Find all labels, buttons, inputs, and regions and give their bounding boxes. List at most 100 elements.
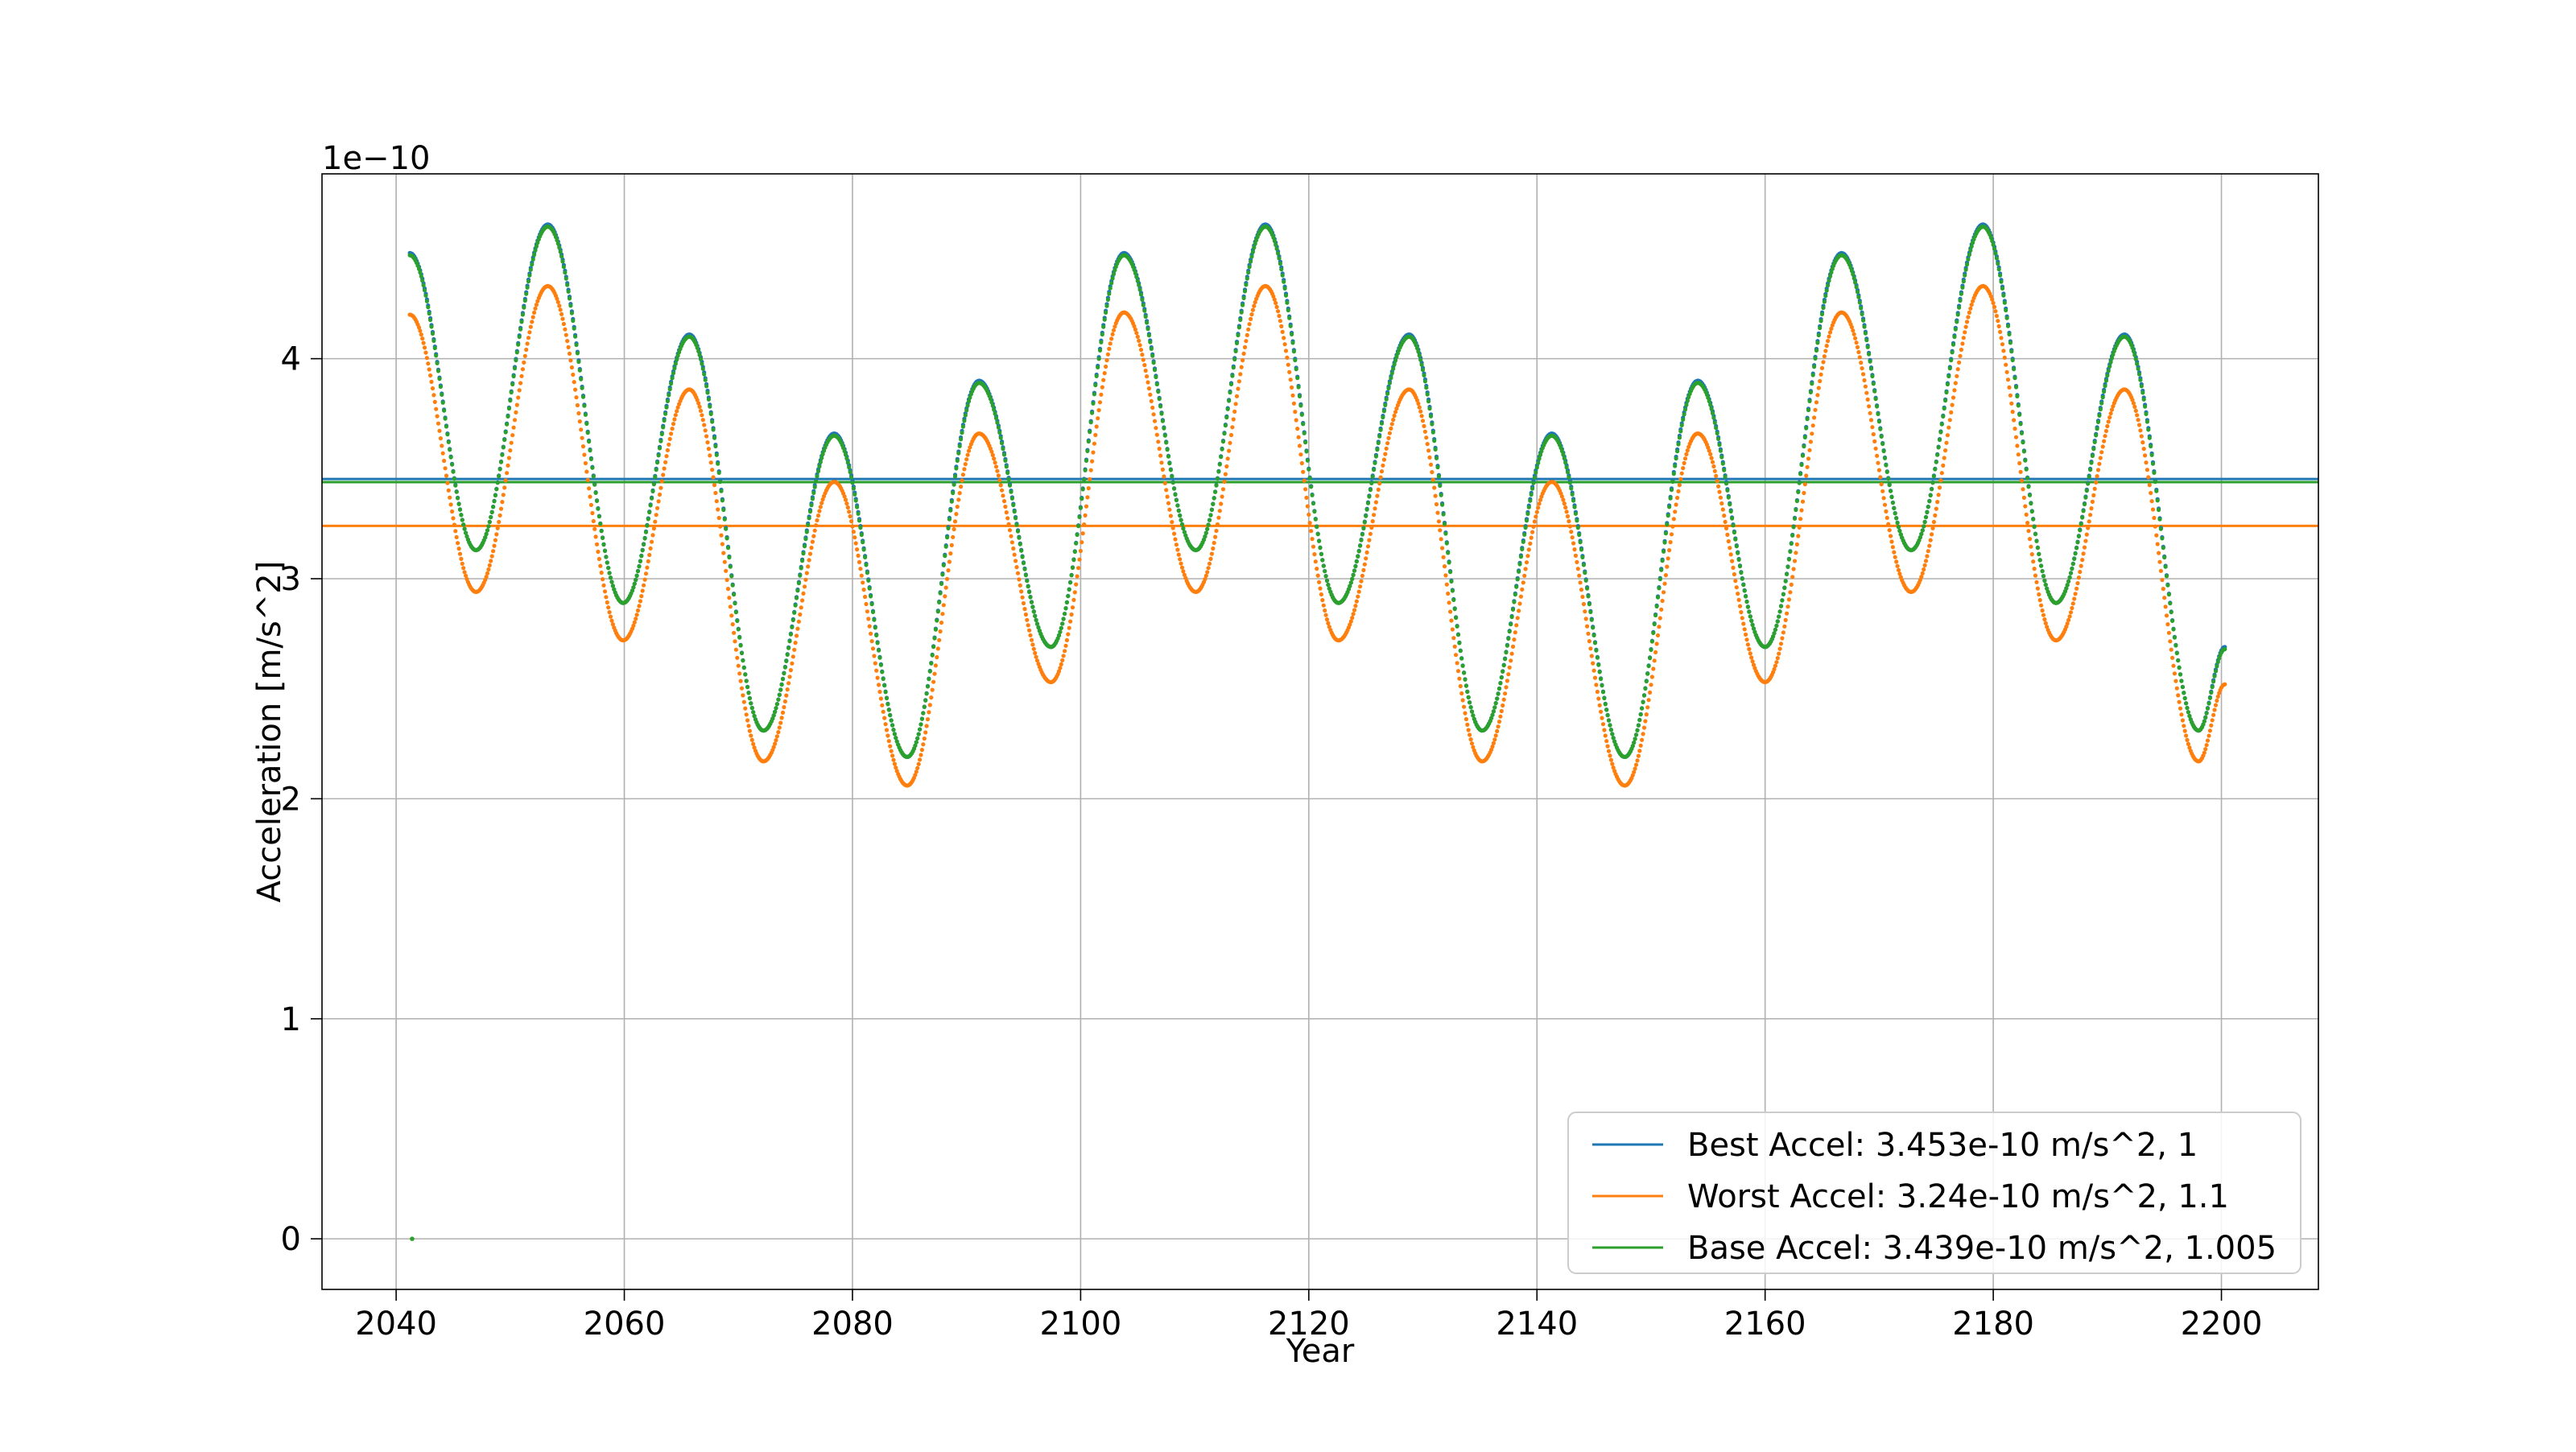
data-point	[1448, 609, 1453, 614]
data-point	[2017, 460, 2022, 466]
data-point	[849, 519, 854, 524]
data-point	[1783, 617, 1788, 623]
data-point	[891, 757, 896, 762]
data-point	[1944, 440, 1949, 445]
data-point	[851, 530, 856, 534]
data-point	[1307, 521, 1312, 526]
data-point	[1463, 683, 1468, 688]
data-point	[1297, 443, 1302, 448]
data-point	[1468, 732, 1472, 737]
data-point	[788, 668, 794, 673]
data-point	[1056, 669, 1062, 674]
data-point	[1061, 617, 1066, 621]
data-point	[872, 654, 877, 658]
data-point	[1075, 574, 1080, 579]
data-point	[2021, 449, 2026, 454]
data-point	[1058, 666, 1063, 670]
data-point	[1827, 278, 1831, 283]
data-point	[1681, 466, 1686, 471]
data-point	[1303, 487, 1308, 492]
data-point	[1600, 722, 1606, 727]
data-point	[1996, 262, 2000, 266]
data-point	[1894, 559, 1899, 564]
data-point	[700, 413, 704, 418]
data-point	[593, 534, 598, 539]
data-point	[667, 393, 671, 398]
data-point	[925, 717, 931, 722]
data-point	[1501, 703, 1505, 708]
data-point	[569, 365, 575, 370]
data-point	[1211, 501, 1216, 507]
data-point	[1246, 270, 1251, 275]
data-point	[1739, 610, 1744, 615]
data-point	[1510, 644, 1516, 650]
data-point	[848, 470, 852, 475]
data-point	[935, 609, 940, 614]
data-point	[1359, 538, 1364, 542]
data-point	[1092, 441, 1096, 446]
data-point	[1651, 666, 1656, 671]
data-point	[1113, 268, 1117, 273]
data-point	[1993, 309, 1998, 314]
data-point	[675, 409, 679, 414]
data-point	[927, 669, 932, 674]
data-point	[489, 515, 493, 520]
data-point	[650, 489, 655, 494]
data-point	[1386, 386, 1391, 390]
data-point	[1013, 559, 1018, 563]
data-point	[1387, 431, 1392, 435]
data-point	[1225, 406, 1230, 411]
data-point	[2161, 546, 2165, 551]
data-point	[2010, 410, 2015, 415]
data-point	[1077, 514, 1082, 520]
data-point	[1517, 562, 1522, 567]
data-point	[1581, 563, 1586, 567]
data-point	[1005, 470, 1010, 476]
data-point	[519, 320, 524, 324]
data-point	[1179, 522, 1185, 527]
data-point	[1290, 385, 1294, 390]
data-point	[1491, 740, 1496, 746]
data-point	[807, 509, 813, 514]
data-point	[2140, 440, 2145, 445]
data-point	[1217, 462, 1222, 467]
data-point	[1947, 366, 1952, 371]
data-point	[988, 397, 993, 402]
data-point	[2152, 515, 2157, 521]
data-point	[440, 443, 444, 448]
data-point	[1849, 324, 1854, 330]
data-point	[1082, 477, 1087, 482]
data-point	[1307, 512, 1311, 518]
data-point	[804, 530, 809, 534]
data-point	[1873, 446, 1878, 451]
data-point	[1791, 525, 1796, 530]
data-point	[1633, 766, 1637, 771]
data-point	[1036, 625, 1041, 630]
data-point	[1056, 633, 1062, 638]
data-point	[719, 533, 724, 538]
data-point	[2205, 706, 2211, 711]
data-point	[1920, 528, 1925, 533]
data-point	[2147, 435, 2152, 440]
data-point	[1311, 544, 1316, 549]
data-point	[878, 662, 883, 667]
data-point	[1142, 308, 1147, 313]
data-point	[1207, 518, 1212, 522]
data-point	[1252, 245, 1257, 250]
data-point	[2092, 439, 2097, 444]
data-point	[1930, 487, 1934, 492]
data-point	[583, 412, 588, 417]
data-point	[1583, 617, 1588, 621]
data-point	[943, 544, 948, 549]
legend-label-3: Base Accel: 3.439e-10 m/s^2, 1.005	[1687, 1230, 2277, 1267]
data-point	[2162, 596, 2167, 600]
data-point	[1414, 346, 1420, 351]
data-point	[1630, 744, 1635, 749]
data-point	[1274, 300, 1278, 306]
data-point	[1246, 327, 1251, 332]
data-point	[1744, 600, 1749, 604]
data-point	[1744, 632, 1748, 637]
data-point	[873, 625, 877, 630]
data-point	[2041, 574, 2046, 579]
data-point	[1301, 469, 1306, 474]
